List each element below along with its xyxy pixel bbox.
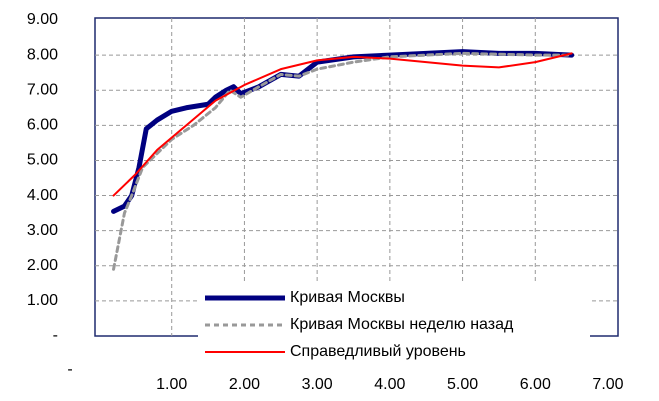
y-tick-label: 3.00 [27, 222, 58, 239]
legend-label: Справедливый уровень [290, 343, 466, 360]
x-tick-label: 6.00 [520, 376, 551, 393]
x-tick-label: 7.00 [592, 376, 623, 393]
line-series [112, 52, 573, 197]
legend: Кривая Москвы Кривая Москвы неделю назад С… [198, 283, 590, 365]
x-tick-label: 1.00 [156, 376, 187, 393]
x-tick-label: 5.00 [447, 376, 478, 393]
y-tick-label: 7.00 [27, 81, 58, 98]
y-tick-label: 6.00 [27, 117, 58, 134]
y-tick-label: 9.00 [27, 11, 58, 28]
x-tick-label: 2.00 [229, 376, 260, 393]
x-tick-label: - [67, 361, 72, 378]
y-tick-label: - [53, 327, 58, 344]
y-tick-label: 8.00 [27, 46, 58, 63]
legend-label: Кривая Москвы [290, 289, 405, 306]
line-series [112, 51, 574, 271]
legend-label: Кривая Москвы неделю назад [290, 316, 514, 333]
y-tick-label: 4.00 [27, 187, 58, 204]
line-series [111, 49, 575, 214]
y-tick-label: 1.00 [27, 292, 58, 309]
y-tick-label: 2.00 [27, 257, 58, 274]
x-tick-label: 3.00 [302, 376, 333, 393]
x-tick-label: 4.00 [374, 376, 405, 393]
y-tick-label: 5.00 [27, 152, 58, 169]
